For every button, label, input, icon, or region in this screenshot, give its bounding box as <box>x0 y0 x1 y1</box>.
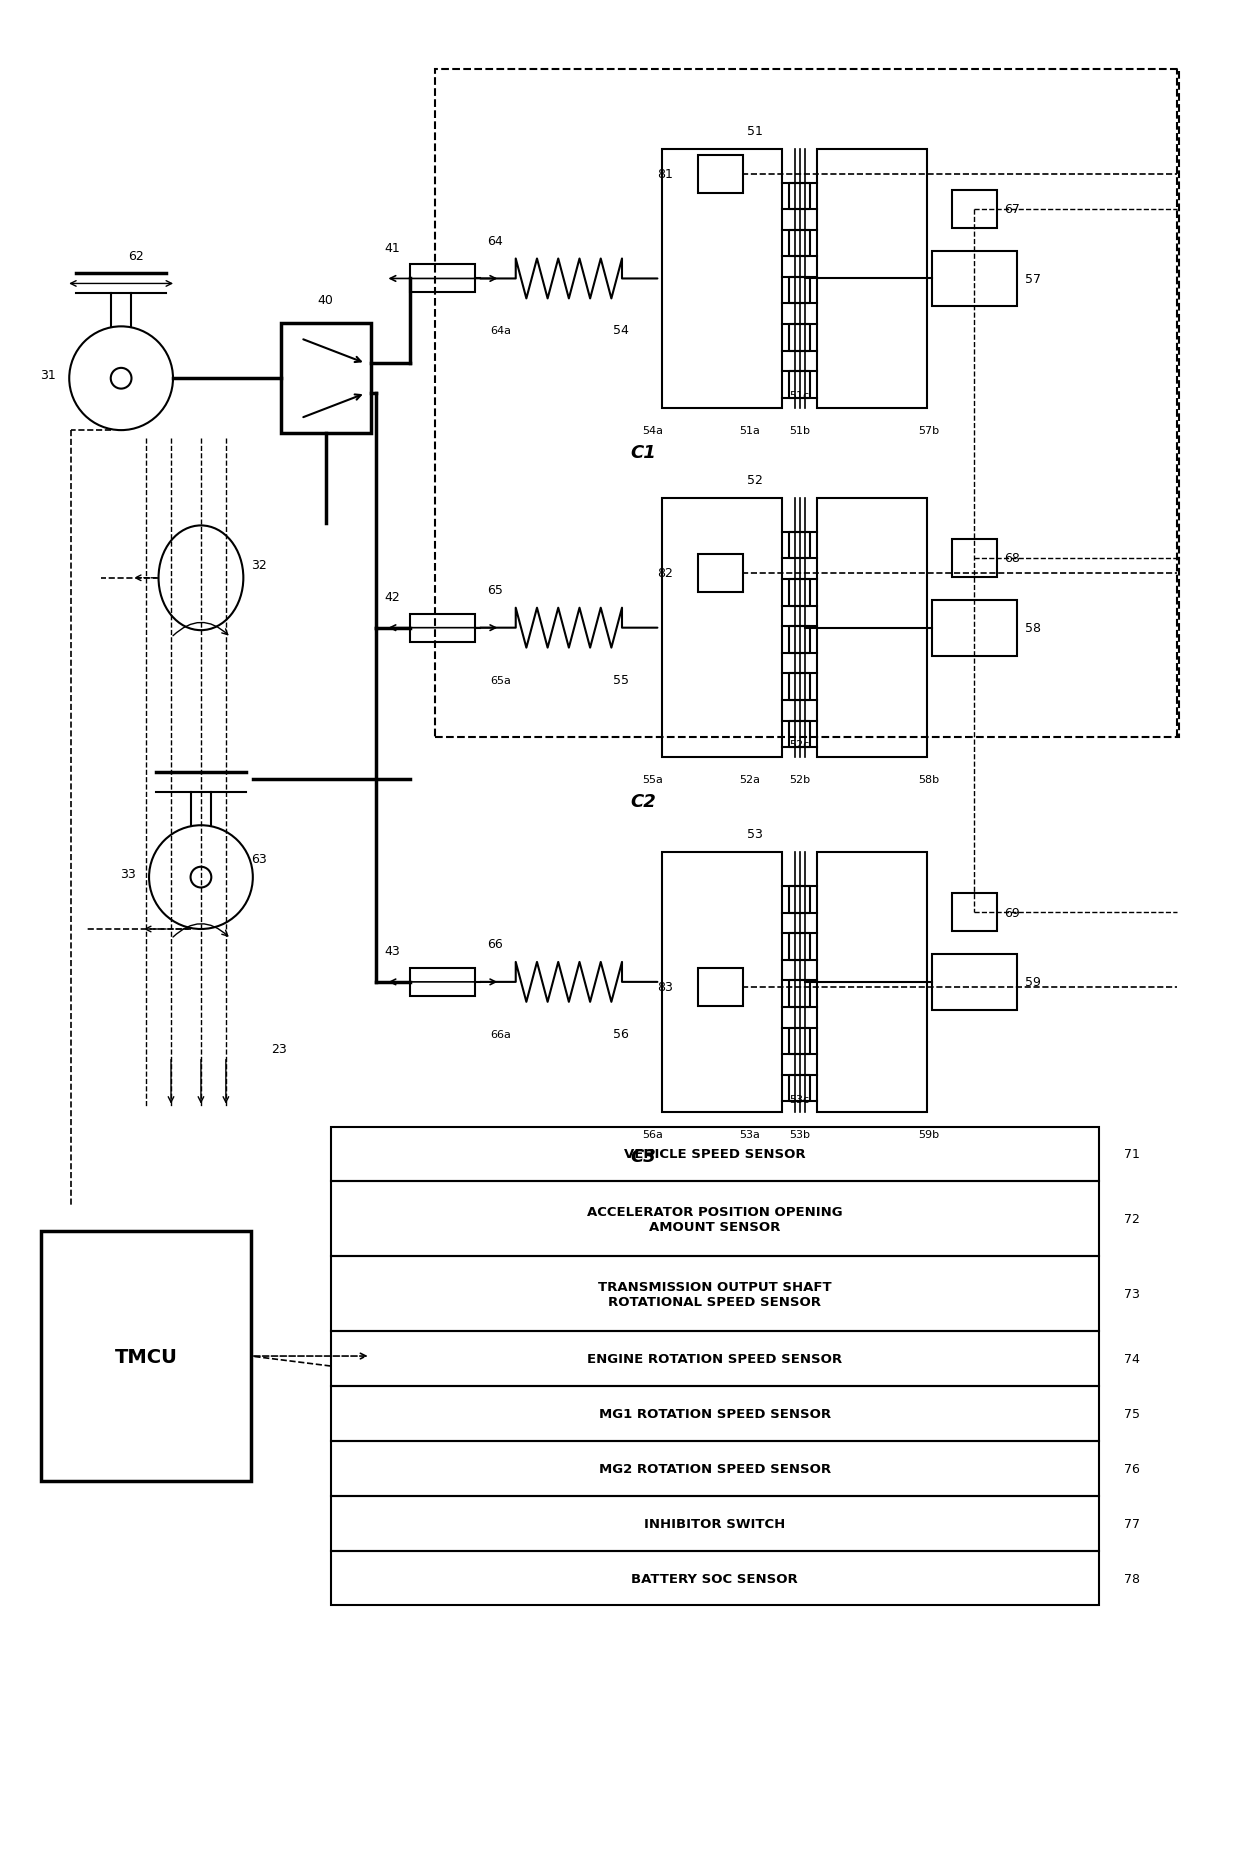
Bar <box>410 615 475 643</box>
Text: 64: 64 <box>487 234 503 247</box>
Text: 59: 59 <box>1024 977 1040 988</box>
Bar <box>952 893 997 932</box>
Text: 51: 51 <box>746 124 763 137</box>
Text: 51c: 51c <box>790 392 810 401</box>
Text: 77: 77 <box>1123 1517 1140 1530</box>
Bar <box>331 1497 1099 1551</box>
Text: 76: 76 <box>1123 1461 1140 1474</box>
Text: 69: 69 <box>1003 906 1019 919</box>
Bar <box>331 1127 1099 1181</box>
Text: 53b: 53b <box>789 1129 810 1138</box>
Text: 74: 74 <box>1123 1352 1140 1365</box>
Bar <box>698 156 743 193</box>
Text: 75: 75 <box>1123 1408 1140 1421</box>
Text: MG1 ROTATION SPEED SENSOR: MG1 ROTATION SPEED SENSOR <box>599 1408 831 1421</box>
Text: 52: 52 <box>746 474 763 487</box>
Bar <box>662 852 782 1112</box>
Text: 56: 56 <box>613 1027 629 1040</box>
Text: 66: 66 <box>487 938 503 951</box>
Text: 53c: 53c <box>790 1094 810 1105</box>
Text: 72: 72 <box>1123 1213 1140 1226</box>
Bar <box>280 325 371 435</box>
Bar <box>331 1181 1099 1257</box>
Text: TRANSMISSION OUTPUT SHAFT
ROTATIONAL SPEED SENSOR: TRANSMISSION OUTPUT SHAFT ROTATIONAL SPE… <box>598 1279 832 1307</box>
Text: VEHICLE SPEED SENSOR: VEHICLE SPEED SENSOR <box>624 1148 806 1161</box>
Text: 54: 54 <box>613 325 629 338</box>
Text: 65a: 65a <box>490 676 511 685</box>
Text: 23: 23 <box>270 1042 286 1055</box>
Text: BATTERY SOC SENSOR: BATTERY SOC SENSOR <box>631 1571 799 1584</box>
Bar <box>817 852 926 1112</box>
Text: 73: 73 <box>1123 1287 1140 1300</box>
Bar <box>41 1231 250 1482</box>
Text: 43: 43 <box>384 945 401 958</box>
Bar <box>817 500 926 758</box>
Text: 56a: 56a <box>642 1129 663 1138</box>
Text: 52b: 52b <box>789 774 810 786</box>
Bar <box>331 1441 1099 1497</box>
Text: 66a: 66a <box>490 1029 511 1040</box>
Text: 55: 55 <box>613 674 629 687</box>
Text: 55a: 55a <box>642 774 663 786</box>
Text: C2: C2 <box>630 793 656 812</box>
Text: 58: 58 <box>1024 622 1040 635</box>
Bar <box>698 967 743 1006</box>
Text: 41: 41 <box>384 241 401 254</box>
Bar <box>435 71 1179 737</box>
Text: ACCELERATOR POSITION OPENING
AMOUNT SENSOR: ACCELERATOR POSITION OPENING AMOUNT SENS… <box>587 1205 843 1233</box>
Bar <box>952 191 997 228</box>
Bar <box>331 1331 1099 1385</box>
Bar <box>931 600 1017 656</box>
Text: 82: 82 <box>657 566 673 579</box>
Text: 63: 63 <box>250 852 267 865</box>
Text: 31: 31 <box>41 370 56 383</box>
Bar <box>931 954 1017 1010</box>
Text: 54a: 54a <box>642 425 663 436</box>
Bar <box>698 555 743 592</box>
Text: 52c: 52c <box>790 739 810 750</box>
Text: 33: 33 <box>120 867 136 880</box>
Bar <box>410 266 475 293</box>
Bar <box>410 967 475 997</box>
Text: 67: 67 <box>1003 202 1019 215</box>
Bar <box>817 150 926 409</box>
Text: C1: C1 <box>630 444 656 462</box>
Text: 32: 32 <box>250 559 267 572</box>
Text: 59b: 59b <box>919 1129 940 1138</box>
Text: C3: C3 <box>630 1148 656 1164</box>
Text: 62: 62 <box>128 249 144 262</box>
Bar <box>331 1551 1099 1606</box>
Bar <box>931 251 1017 306</box>
Text: 57: 57 <box>1024 273 1040 286</box>
Text: INHIBITOR SWITCH: INHIBITOR SWITCH <box>644 1517 785 1530</box>
Text: 58b: 58b <box>919 774 940 786</box>
Text: 78: 78 <box>1123 1571 1140 1584</box>
Text: MG2 ROTATION SPEED SENSOR: MG2 ROTATION SPEED SENSOR <box>599 1461 831 1474</box>
Text: 83: 83 <box>657 980 673 993</box>
Text: 65: 65 <box>487 583 503 596</box>
Text: 68: 68 <box>1003 552 1019 565</box>
Bar <box>662 150 782 409</box>
Bar <box>331 1257 1099 1331</box>
Text: 71: 71 <box>1123 1148 1140 1161</box>
Text: TMCU: TMCU <box>114 1346 177 1365</box>
Text: ENGINE ROTATION SPEED SENSOR: ENGINE ROTATION SPEED SENSOR <box>588 1352 842 1365</box>
Bar <box>331 1385 1099 1441</box>
Text: 51a: 51a <box>739 425 760 436</box>
Text: 53: 53 <box>746 828 763 841</box>
Text: 81: 81 <box>657 169 673 182</box>
Text: 57b: 57b <box>919 425 940 436</box>
Text: 53a: 53a <box>739 1129 760 1138</box>
Bar <box>952 540 997 578</box>
Text: 64a: 64a <box>490 327 511 336</box>
Bar <box>662 500 782 758</box>
Text: 42: 42 <box>384 591 401 604</box>
Text: 52a: 52a <box>739 774 760 786</box>
Text: 40: 40 <box>317 293 334 306</box>
Text: 51b: 51b <box>789 425 810 436</box>
